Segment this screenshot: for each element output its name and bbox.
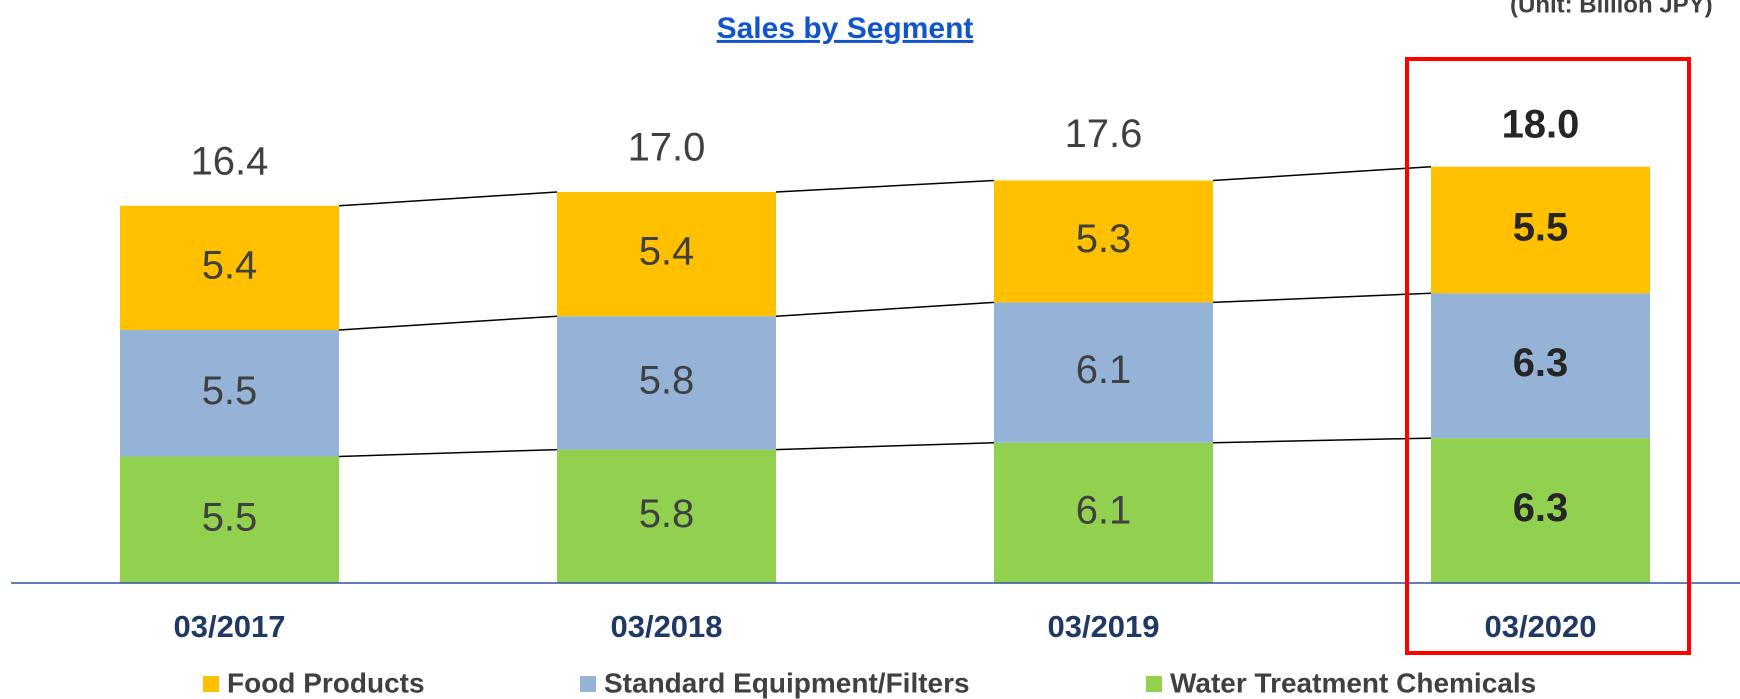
connector-line <box>338 448 558 458</box>
connector-line <box>775 179 995 193</box>
bar-segment <box>994 442 1213 583</box>
value-label: 5.5 <box>1513 206 1569 250</box>
value-label: 6.3 <box>1513 341 1569 385</box>
value-label: 5.8 <box>639 358 695 402</box>
legend-swatch <box>1146 676 1162 692</box>
connector-line <box>775 301 995 317</box>
total-label: 17.6 <box>1065 112 1143 156</box>
value-label: 5.8 <box>639 492 695 536</box>
total-label: 16.4 <box>191 139 269 183</box>
value-label: 5.5 <box>202 369 258 413</box>
value-label: 6.1 <box>1076 348 1132 392</box>
bar-segment <box>120 456 339 583</box>
legend-label: Standard Equipment/Filters <box>604 667 970 698</box>
value-label: 5.5 <box>202 495 258 539</box>
highlight-box <box>1405 57 1691 655</box>
bar-segment <box>1431 438 1650 583</box>
legend-label: Water Treatment Chemicals <box>1170 667 1536 698</box>
connector-line <box>338 315 558 331</box>
bar-segment <box>120 205 339 330</box>
bar-segment <box>120 330 339 457</box>
legend-swatch <box>203 676 219 692</box>
connector-line <box>338 191 558 207</box>
value-label: 6.3 <box>1513 486 1569 530</box>
connector-line <box>1212 292 1432 304</box>
x-tick-label: 03/2020 <box>1484 609 1596 644</box>
value-label: 5.3 <box>1076 217 1132 261</box>
connector-line <box>1212 165 1432 182</box>
connector-line <box>775 441 995 451</box>
bar-segment <box>994 180 1213 303</box>
unit-label: (Unit: Billion JPY) <box>1510 0 1713 18</box>
total-label: 18.0 <box>1502 103 1580 147</box>
bar-segment <box>557 316 776 450</box>
bar-segment <box>994 302 1213 443</box>
x-tick-label: 03/2018 <box>610 609 722 644</box>
value-label: 5.4 <box>202 243 258 287</box>
bar-segment <box>557 192 776 317</box>
x-tick-label: 03/2017 <box>173 609 285 644</box>
legend-swatch <box>580 676 596 692</box>
bar-segment <box>1431 166 1650 294</box>
connector-line <box>1212 437 1432 444</box>
bar-segment <box>1431 293 1650 439</box>
value-label: 6.1 <box>1076 488 1132 532</box>
bar-segment <box>557 449 776 583</box>
legend-label: Food Products <box>227 667 425 698</box>
x-tick-label: 03/2019 <box>1047 609 1159 644</box>
total-label: 17.0 <box>628 126 706 170</box>
chart-title: Sales by Segment <box>717 12 974 45</box>
value-label: 5.4 <box>639 230 695 274</box>
